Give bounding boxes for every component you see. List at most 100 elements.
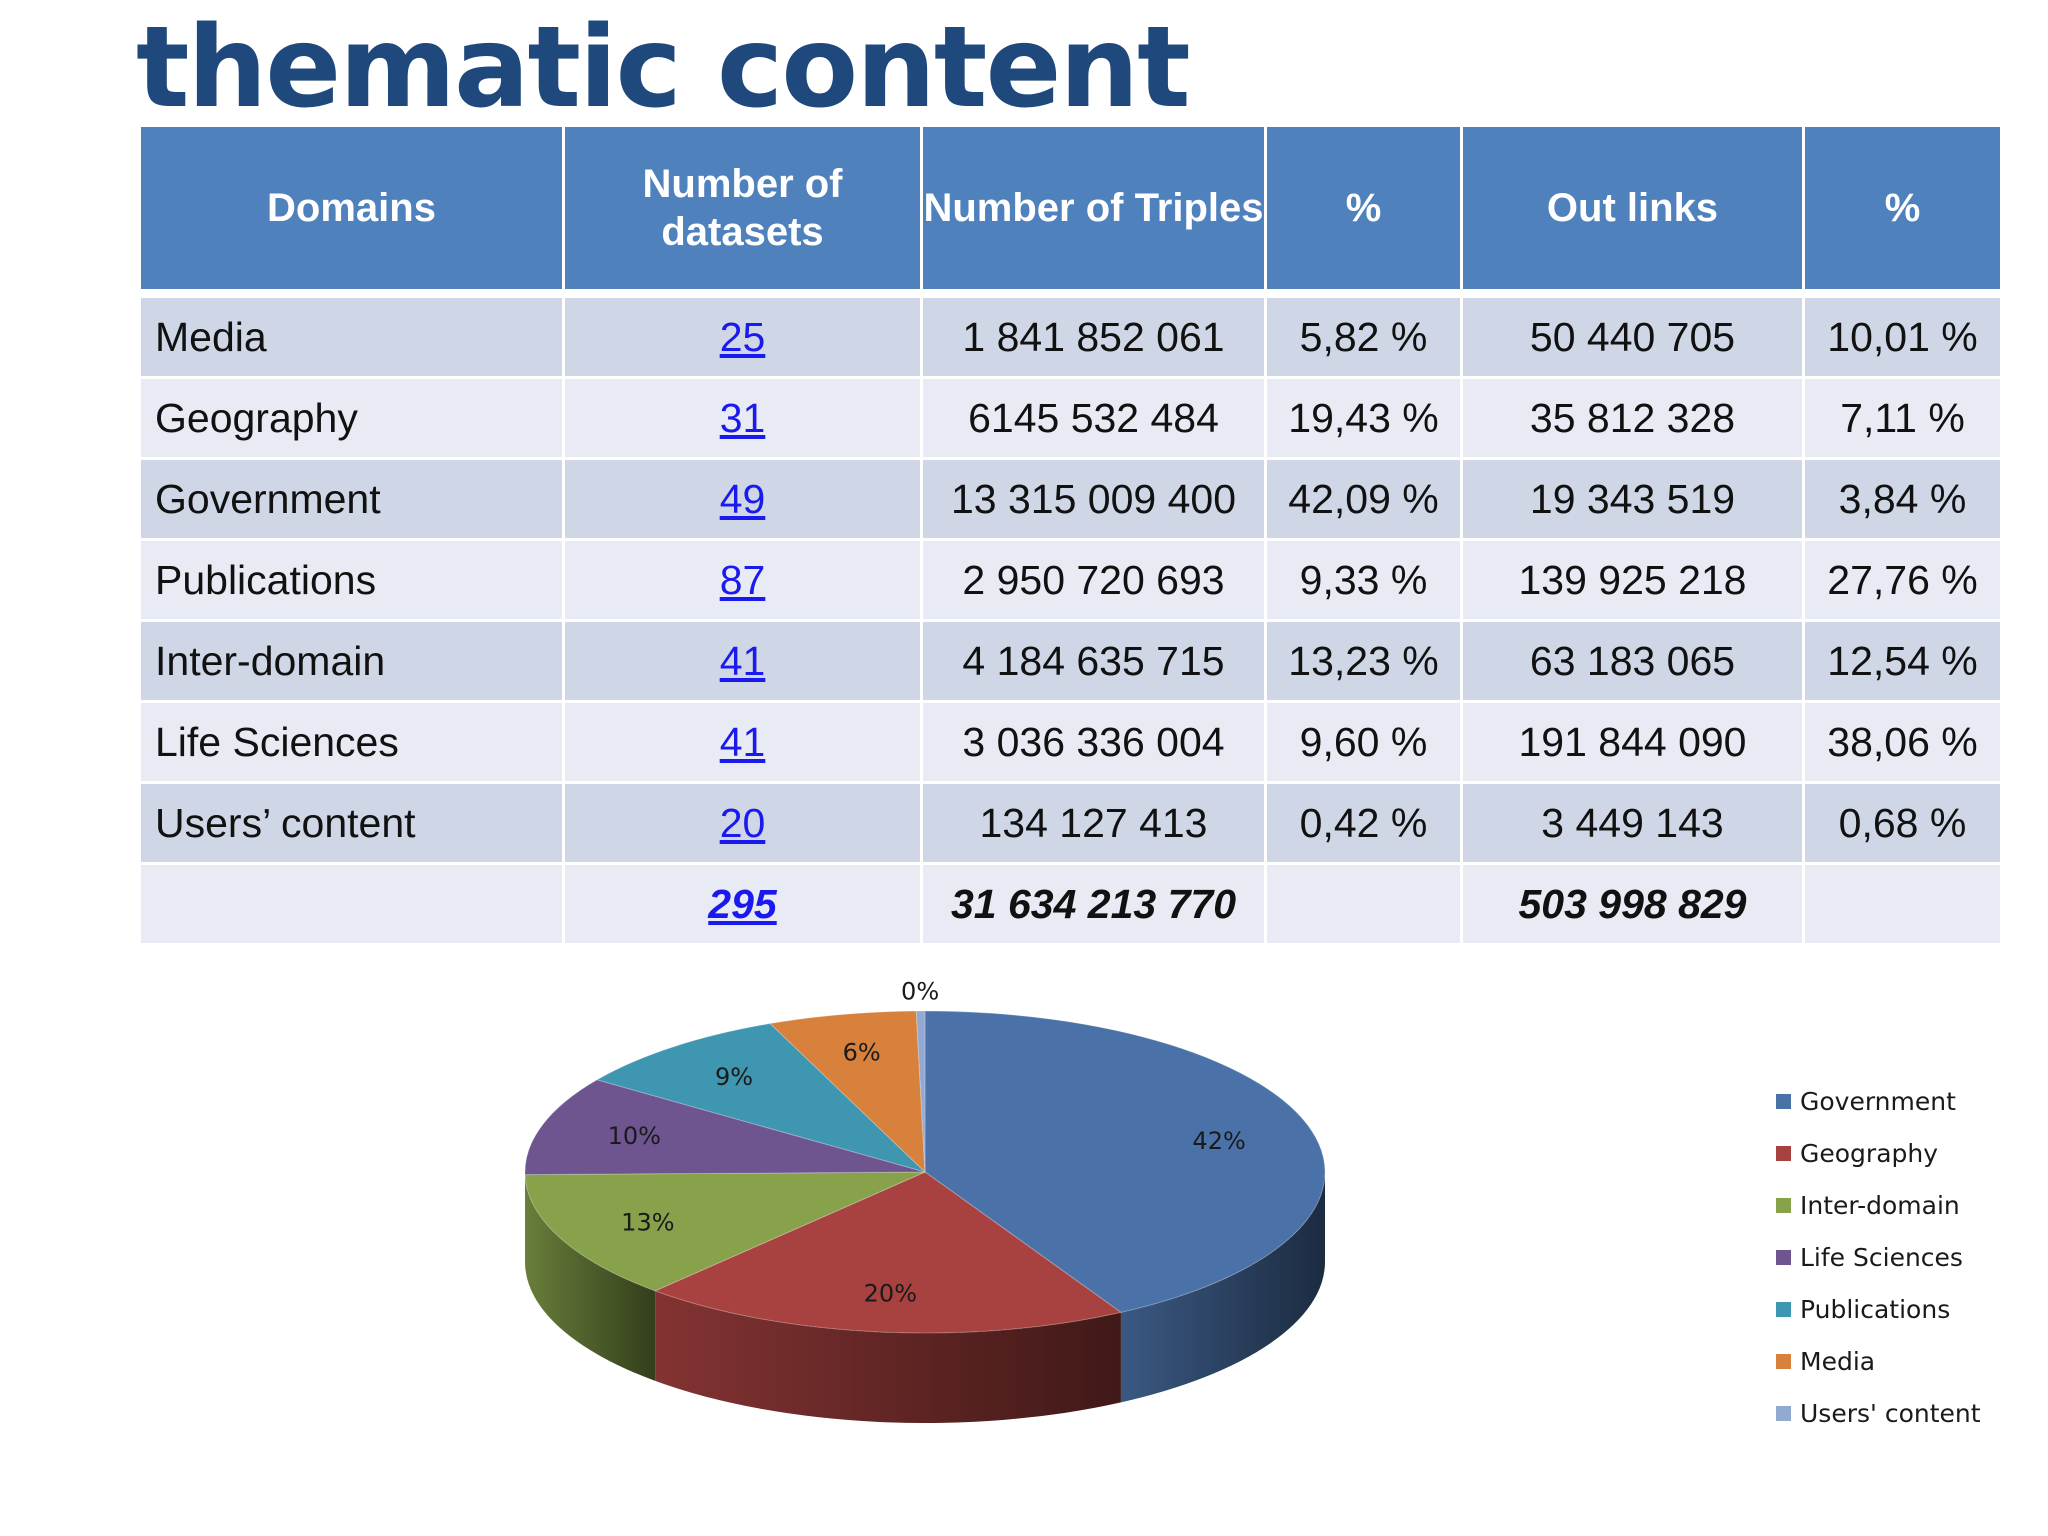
table-row: Publications 87 2 950 720 693 9,33 % 139… xyxy=(138,538,2003,622)
pie-side-government xyxy=(1120,1172,1325,1403)
legend-label: Users' content xyxy=(1800,1398,1981,1428)
total-triples-pct-cell xyxy=(1264,862,1463,946)
outlinks-pct-cell: 10,01 % xyxy=(1802,292,2003,379)
triples-pct-cell: 19,43 % xyxy=(1264,376,1463,460)
table-row: Geography 31 6145 532 484 19,43 % 35 812… xyxy=(138,376,2003,460)
data-label: 20% xyxy=(864,1280,917,1308)
chart-legend: Government Geography Inter-domain Life Scie… xyxy=(1776,1075,1981,1439)
total-domain-cell xyxy=(138,862,565,946)
table-row: Users’ content 20 134 127 413 0,42 % 3 4… xyxy=(138,781,2003,865)
pie-side-geography xyxy=(655,1290,1121,1423)
pie-side-inter-domain xyxy=(525,1174,656,1381)
legend-item: Government xyxy=(1776,1075,1981,1127)
data-label: 6% xyxy=(843,1038,881,1066)
domain-cell: Publications xyxy=(138,538,565,622)
header-domains: Domains xyxy=(138,124,565,298)
data-label: 42% xyxy=(1192,1127,1245,1155)
outlinks-cell: 139 925 218 xyxy=(1460,538,1805,622)
domain-cell: Media xyxy=(138,292,565,379)
header-outlinks-pct: % xyxy=(1802,124,2003,298)
outlinks-pct-cell: 3,84 % xyxy=(1802,457,2003,541)
total-triples-cell: 31 634 213 770 xyxy=(920,862,1267,946)
outlinks-cell: 63 183 065 xyxy=(1460,619,1805,703)
legend-label: Media xyxy=(1800,1346,1876,1376)
triples-pct-cell: 9,60 % xyxy=(1264,700,1463,784)
legend-label: Geography xyxy=(1800,1138,1939,1168)
header-datasets: Number of datasets xyxy=(562,124,923,298)
triples-pct-cell: 13,23 % xyxy=(1264,619,1463,703)
legend-swatch xyxy=(1776,1093,1791,1109)
datasets-link[interactable]: 41 xyxy=(719,637,766,684)
triples-cell: 4 184 635 715 xyxy=(920,619,1267,703)
triples-cell: 1 841 852 061 xyxy=(920,292,1267,379)
legend-label: Life Sciences xyxy=(1800,1242,1963,1272)
triples-pct-cell: 42,09 % xyxy=(1264,457,1463,541)
outlinks-cell: 191 844 090 xyxy=(1460,700,1805,784)
datasets-link[interactable]: 20 xyxy=(719,799,766,846)
domain-cell: Inter-domain xyxy=(138,619,565,703)
total-outlinks-cell: 503 998 829 xyxy=(1460,862,1805,946)
header-triples-pct: % xyxy=(1264,124,1463,298)
pie-slice-media xyxy=(769,1010,926,1174)
data-label: 9% xyxy=(715,1063,753,1091)
pie-slice-life-sciences xyxy=(524,1079,926,1176)
pie-slice-government xyxy=(924,1010,1326,1313)
total-outlinks-pct-cell xyxy=(1802,862,2003,946)
triples-cell: 6145 532 484 xyxy=(920,376,1267,460)
table-header-row: Domains Number of datasets Number of Tri… xyxy=(138,124,2003,298)
legend-swatch xyxy=(1776,1353,1791,1369)
legend-item: Life Sciences xyxy=(1776,1231,1981,1283)
pie-slice-inter-domain xyxy=(524,1171,926,1292)
domain-cell: Government xyxy=(138,457,565,541)
table-total-row: 295 31 634 213 770 503 998 829 xyxy=(138,862,2003,946)
datasets-link[interactable]: 41 xyxy=(719,718,766,765)
total-datasets-link[interactable]: 295 xyxy=(708,880,777,927)
data-label: 13% xyxy=(621,1208,674,1236)
domains-table: Domains Number of datasets Number of Tri… xyxy=(138,124,2003,946)
legend-item: Inter-domain xyxy=(1776,1179,1981,1231)
legend-swatch xyxy=(1776,1405,1791,1421)
triples-pct-cell: 0,42 % xyxy=(1264,781,1463,865)
legend-label: Inter-domain xyxy=(1800,1190,1960,1220)
legend-item: Publications xyxy=(1776,1283,1981,1335)
legend-label: Publications xyxy=(1800,1294,1951,1324)
legend-item: Media xyxy=(1776,1335,1981,1387)
datasets-link[interactable]: 31 xyxy=(719,394,766,441)
legend-swatch xyxy=(1776,1249,1791,1265)
legend-swatch xyxy=(1776,1301,1791,1317)
pie-slice-publications xyxy=(595,1023,926,1173)
outlinks-cell: 3 449 143 xyxy=(1460,781,1805,865)
triples-pct-cell: 9,33 % xyxy=(1264,538,1463,622)
header-triples: Number of Triples xyxy=(920,124,1267,298)
outlinks-cell: 19 343 519 xyxy=(1460,457,1805,541)
page-title: thematic content xyxy=(136,3,1191,133)
pie-sides xyxy=(525,1172,1325,1423)
triples-cell: 3 036 336 004 xyxy=(920,700,1267,784)
data-label: 0% xyxy=(901,978,939,1006)
data-label: 10% xyxy=(608,1122,661,1150)
datasets-link[interactable]: 49 xyxy=(719,475,766,522)
outlinks-cell: 35 812 328 xyxy=(1460,376,1805,460)
triples-cell: 2 950 720 693 xyxy=(920,538,1267,622)
outlinks-pct-cell: 7,11 % xyxy=(1802,376,2003,460)
triples-pct-cell: 5,82 % xyxy=(1264,292,1463,379)
triples-cell: 13 315 009 400 xyxy=(920,457,1267,541)
outlinks-cell: 50 440 705 xyxy=(1460,292,1805,379)
domain-cell: Life Sciences xyxy=(138,700,565,784)
datasets-link[interactable]: 87 xyxy=(719,556,766,603)
outlinks-pct-cell: 27,76 % xyxy=(1802,538,2003,622)
datasets-link[interactable]: 25 xyxy=(719,313,766,360)
legend-swatch xyxy=(1776,1197,1791,1213)
legend-swatch xyxy=(1776,1145,1791,1161)
table-row: Inter-domain 41 4 184 635 715 13,23 % 63… xyxy=(138,619,2003,703)
pie-top xyxy=(524,1010,1326,1334)
triples-cell: 134 127 413 xyxy=(920,781,1267,865)
outlinks-pct-cell: 12,54 % xyxy=(1802,619,2003,703)
domain-cell: Users’ content xyxy=(138,781,565,865)
legend-item: Users' content xyxy=(1776,1387,1981,1439)
pie-slice-users-content xyxy=(915,1010,926,1173)
domain-cell: Geography xyxy=(138,376,565,460)
table-row: Government 49 13 315 009 400 42,09 % 19 … xyxy=(138,457,2003,541)
outlinks-pct-cell: 38,06 % xyxy=(1802,700,2003,784)
